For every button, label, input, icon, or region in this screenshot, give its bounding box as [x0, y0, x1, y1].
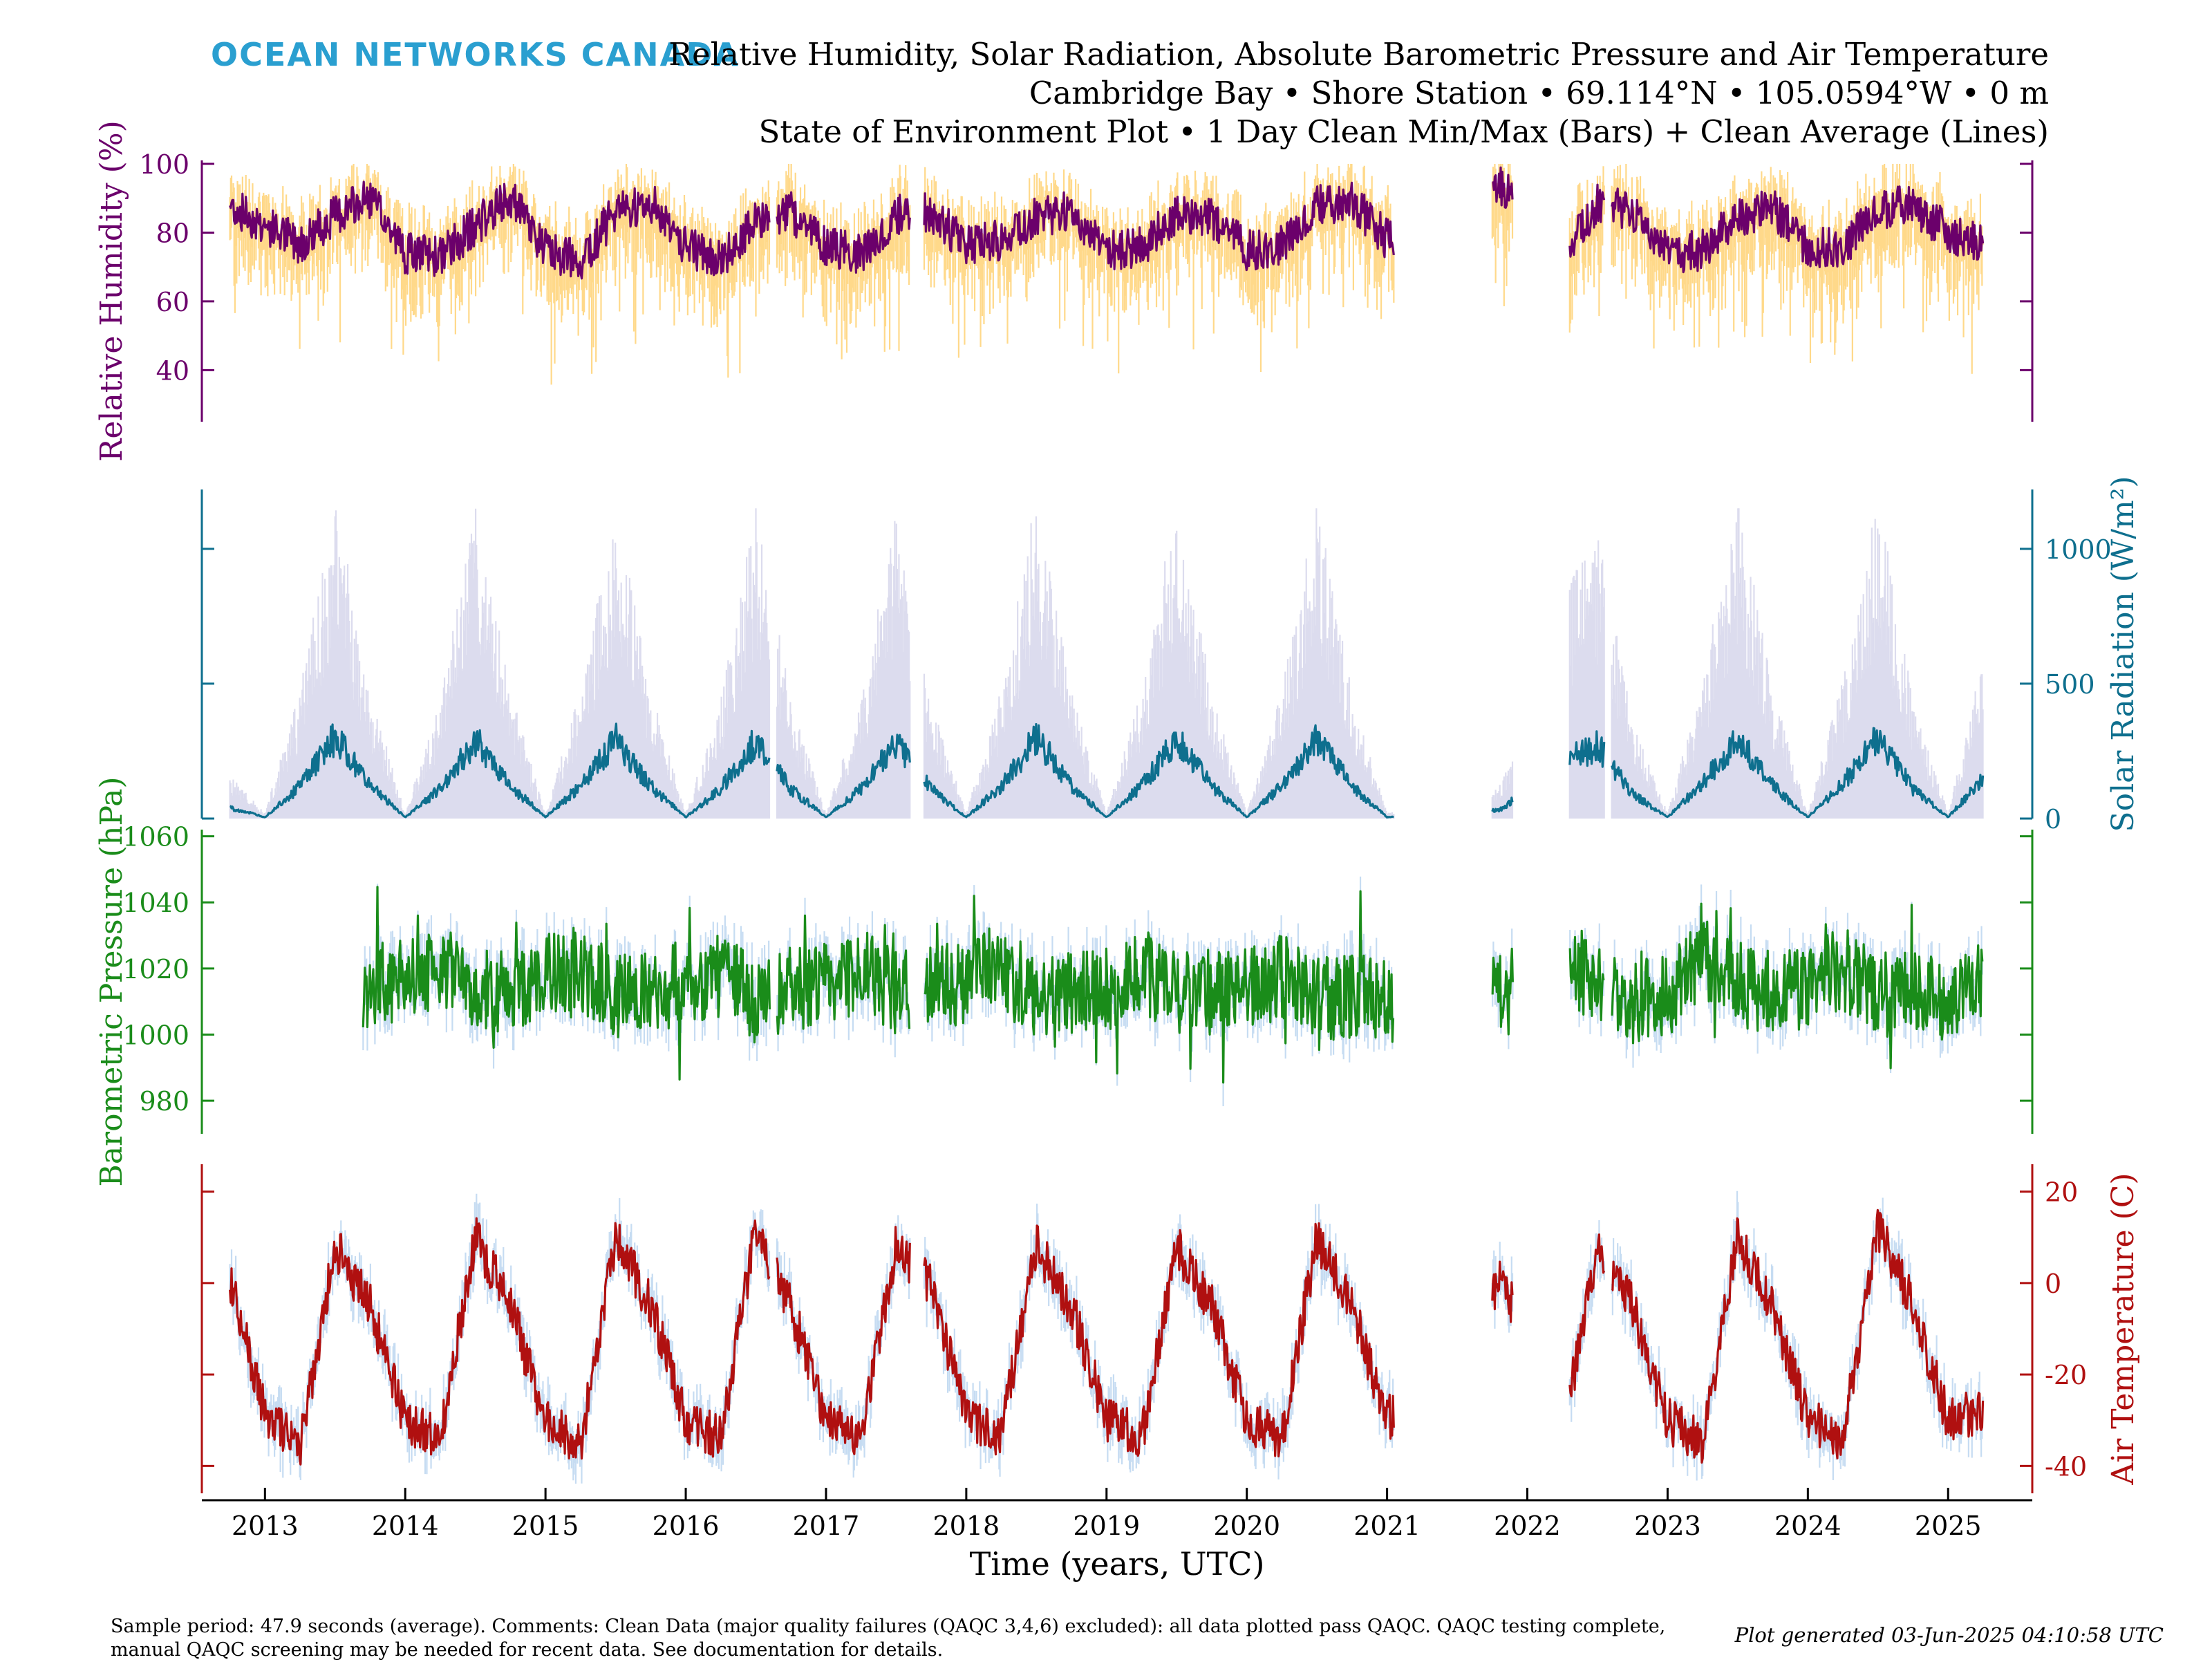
panel-1: 40 60 80 100 Relative Humidity (%): [94, 120, 2032, 462]
y-tick-label: 60: [156, 287, 189, 317]
y-tick-label: 1000: [2045, 534, 2112, 565]
y-axis-label: Relative Humidity (%): [94, 120, 129, 462]
minmax-bars-1: [230, 164, 1983, 384]
y-tick-label: 500: [2045, 669, 2095, 700]
y-tick-label: 0: [2045, 804, 2061, 834]
y-tick-label: 100: [139, 149, 189, 180]
y-tick-label: 40: [156, 355, 189, 386]
y-axis-label: Solar Radiation (W/m²): [2106, 476, 2141, 832]
minmax-bars-2: [230, 508, 1983, 819]
y-tick-label: 80: [156, 218, 189, 248]
